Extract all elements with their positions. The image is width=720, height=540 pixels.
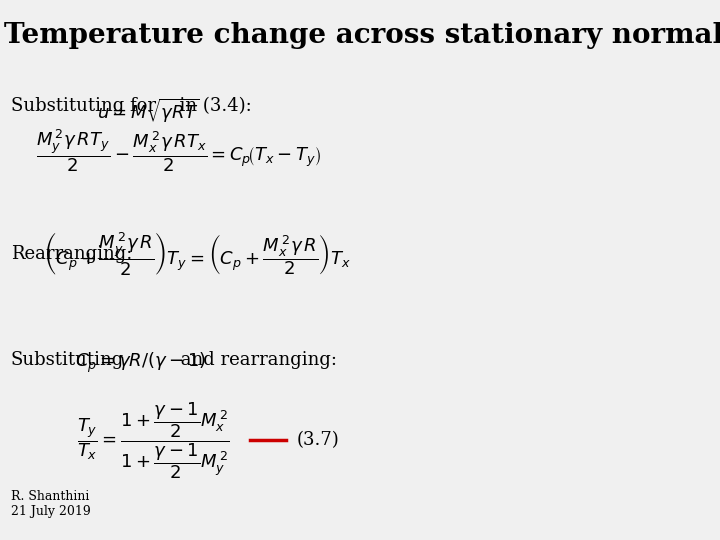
Text: Rearranging:: Rearranging: bbox=[11, 245, 132, 263]
Text: in (3.4):: in (3.4): bbox=[168, 97, 252, 115]
Text: and rearranging:: and rearranging: bbox=[175, 351, 337, 369]
Text: Temperature change across stationary normal shock wave:: Temperature change across stationary nor… bbox=[4, 22, 720, 49]
Text: Substituting for: Substituting for bbox=[11, 97, 156, 115]
Text: $\left(C_p + \dfrac{M_y^{\,2}\gamma\, R}{2}\right)T_y = \left(C_p + \dfrac{M_x^{: $\left(C_p + \dfrac{M_y^{\,2}\gamma\, R}… bbox=[42, 230, 351, 278]
Text: Substituting: Substituting bbox=[11, 351, 124, 369]
Text: (3.7): (3.7) bbox=[297, 431, 340, 449]
Text: $\dfrac{T_y}{T_x} = \dfrac{1 + \dfrac{\gamma-1}{2}M_x^{\,2}}{1 + \dfrac{\gamma-1: $\dfrac{T_y}{T_x} = \dfrac{1 + \dfrac{\g… bbox=[78, 400, 230, 481]
Text: $\dfrac{M_y^{\,2}\gamma\, RT_y}{2} - \dfrac{M_x^{\,2}\gamma\, RT_x}{2} = C_p\!\l: $\dfrac{M_y^{\,2}\gamma\, RT_y}{2} - \df… bbox=[36, 128, 322, 174]
Text: $u = M\sqrt{\gamma RT}$: $u = M\sqrt{\gamma RT}$ bbox=[96, 97, 199, 125]
Text: $C_p = \gamma R/(\gamma - 1)$: $C_p = \gamma R/(\gamma - 1)$ bbox=[75, 351, 206, 375]
Text: R. Shanthini
21 July 2019: R. Shanthini 21 July 2019 bbox=[11, 490, 91, 518]
